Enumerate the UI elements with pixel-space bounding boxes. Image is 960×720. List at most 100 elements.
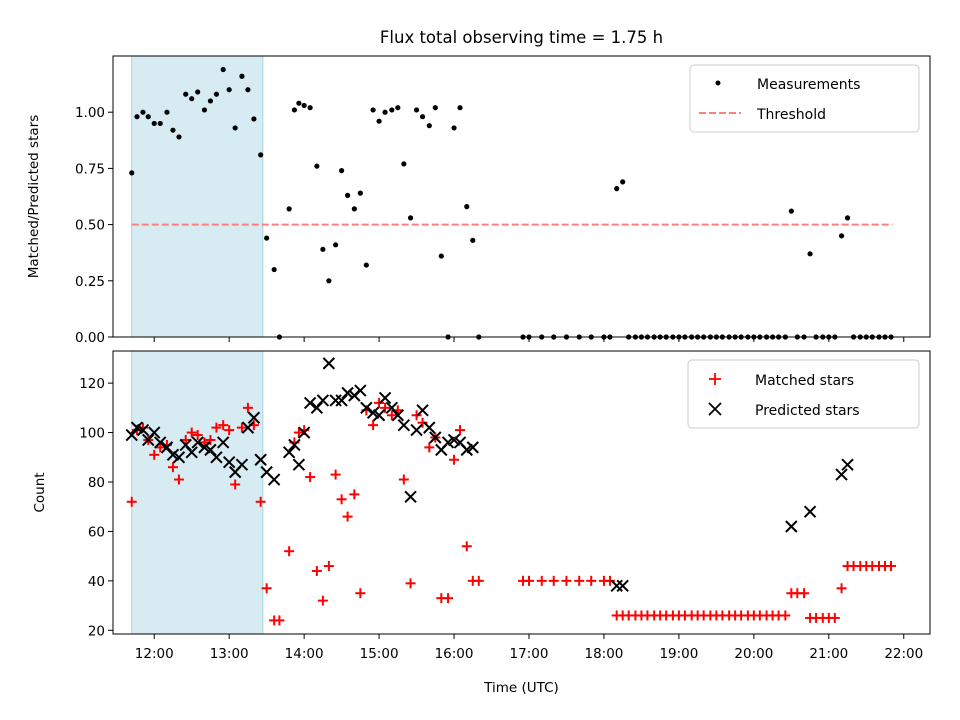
measurement-point bbox=[264, 235, 270, 241]
count-y-tick-label: 60 bbox=[88, 524, 105, 540]
predicted-star-point bbox=[616, 579, 629, 593]
measurement-point bbox=[451, 125, 457, 131]
matched-star-point bbox=[242, 402, 253, 413]
ratio-panel-frame bbox=[112, 55, 931, 338]
measurement-point bbox=[296, 100, 302, 106]
measurement-point bbox=[844, 215, 851, 221]
ratio-y-axis-label: Matched/Predicted stars bbox=[26, 115, 42, 278]
measurement-point bbox=[271, 266, 277, 273]
count-y-axis-label: Count bbox=[32, 472, 48, 512]
matched-star-point bbox=[355, 588, 366, 599]
matched-star-point bbox=[336, 494, 347, 505]
matched-star-point bbox=[405, 578, 416, 589]
matched-star-point bbox=[342, 511, 353, 522]
matched-stars-legend-label: Matched stars bbox=[755, 373, 854, 389]
predicted-stars-legend-label: Predicted stars bbox=[755, 403, 860, 419]
predicted-star-point bbox=[310, 401, 324, 415]
observing-time-highlight bbox=[131, 350, 264, 635]
measurement-point bbox=[470, 237, 476, 243]
predicted-stars-legend-marker bbox=[708, 402, 722, 416]
count-panel-frame bbox=[112, 350, 931, 635]
matched-star-point bbox=[780, 610, 791, 621]
time-x-tick-label: 16:00 bbox=[435, 646, 474, 662]
matched-star-point bbox=[368, 420, 379, 431]
matched-star-point bbox=[473, 575, 484, 586]
predicted-star-point bbox=[423, 421, 436, 434]
matched-star-point bbox=[380, 402, 391, 413]
measurement-point bbox=[170, 127, 176, 133]
measurement-point bbox=[183, 91, 189, 97]
predicted-star-point bbox=[385, 401, 399, 415]
count-y-tick-label: 100 bbox=[79, 426, 105, 442]
measurements-legend-label: Measurements bbox=[757, 77, 860, 93]
matched-star-point bbox=[199, 437, 210, 448]
time-x-tick-label: 12:00 bbox=[135, 646, 174, 662]
measurement-point bbox=[614, 186, 620, 192]
measurement-point bbox=[333, 242, 339, 248]
ratio-y-tick-label: 0.75 bbox=[75, 161, 105, 177]
matched-star-point bbox=[180, 434, 191, 445]
matched-star-point bbox=[417, 417, 428, 428]
predicted-star-point bbox=[372, 409, 386, 422]
measurement-point bbox=[326, 278, 332, 284]
ratio-y-tick-label: 0.25 bbox=[75, 274, 105, 290]
matched-star-point bbox=[548, 575, 559, 586]
matched-star-point bbox=[836, 583, 847, 594]
matched-star-point bbox=[443, 593, 454, 604]
predicted-star-point bbox=[148, 426, 161, 439]
observing-time-highlight bbox=[131, 55, 264, 338]
predicted-star-point bbox=[136, 423, 150, 437]
predicted-star-point bbox=[397, 418, 411, 432]
measurement-point bbox=[382, 109, 388, 115]
measurement-point bbox=[129, 170, 135, 176]
matched-star-point bbox=[126, 496, 137, 507]
count-y-tick-label: 20 bbox=[88, 623, 105, 639]
predicted-star-point bbox=[125, 428, 138, 442]
measurement-point bbox=[176, 134, 182, 140]
matched-star-point bbox=[799, 588, 810, 599]
count-legend-box bbox=[687, 359, 920, 429]
time-x-tick-label: 17:00 bbox=[510, 646, 549, 662]
matched-star-point bbox=[192, 430, 203, 441]
matched-star-point bbox=[173, 474, 184, 485]
predicted-star-point bbox=[303, 396, 317, 410]
matched-star-point bbox=[317, 595, 328, 606]
measurement-point bbox=[232, 125, 238, 131]
measurement-point bbox=[239, 73, 245, 79]
predicted-star-point bbox=[297, 426, 311, 439]
measurement-point bbox=[345, 192, 351, 198]
predicted-star-point bbox=[410, 423, 423, 437]
predicted-star-point bbox=[282, 446, 296, 459]
matched-star-point bbox=[398, 474, 409, 485]
predicted-star-point bbox=[835, 468, 848, 481]
measurement-point bbox=[807, 251, 813, 257]
count-y-axis: 20 40 60 80 100 120 bbox=[79, 376, 113, 639]
measurement-point bbox=[395, 105, 401, 111]
predicted-star-point bbox=[354, 384, 367, 397]
matched-star-point bbox=[218, 420, 229, 431]
predicted-star-point bbox=[235, 458, 249, 471]
time-x-tick-label: 22:00 bbox=[884, 646, 923, 662]
predicted-star-point bbox=[179, 438, 192, 452]
ratio-y-axis: 0.00 0.25 0.50 0.75 1.00 bbox=[75, 105, 113, 346]
measurement-point bbox=[407, 215, 414, 221]
measurement-point bbox=[286, 206, 292, 212]
measurement-point bbox=[195, 89, 201, 95]
matched-star-point bbox=[205, 434, 216, 445]
predicted-star-point bbox=[222, 456, 236, 469]
measurement-point bbox=[134, 114, 140, 120]
matched-star-point bbox=[449, 454, 460, 465]
measurement-point bbox=[251, 116, 257, 122]
measurement-point bbox=[370, 107, 376, 113]
ratio-legend: Measurements Threshold bbox=[689, 64, 920, 133]
matched-star-point bbox=[323, 561, 334, 572]
time-x-tick-label: 14:00 bbox=[285, 646, 324, 662]
measurement-point bbox=[438, 253, 444, 259]
time-x-axis-label: Time (UTC) bbox=[483, 680, 559, 696]
measurement-point bbox=[220, 66, 226, 73]
count-plot-area bbox=[125, 357, 897, 626]
matched-star-point bbox=[224, 425, 235, 436]
matched-star-point bbox=[461, 541, 472, 552]
matched-star-point bbox=[523, 575, 534, 586]
time-x-tick-label: 13:00 bbox=[210, 646, 249, 662]
